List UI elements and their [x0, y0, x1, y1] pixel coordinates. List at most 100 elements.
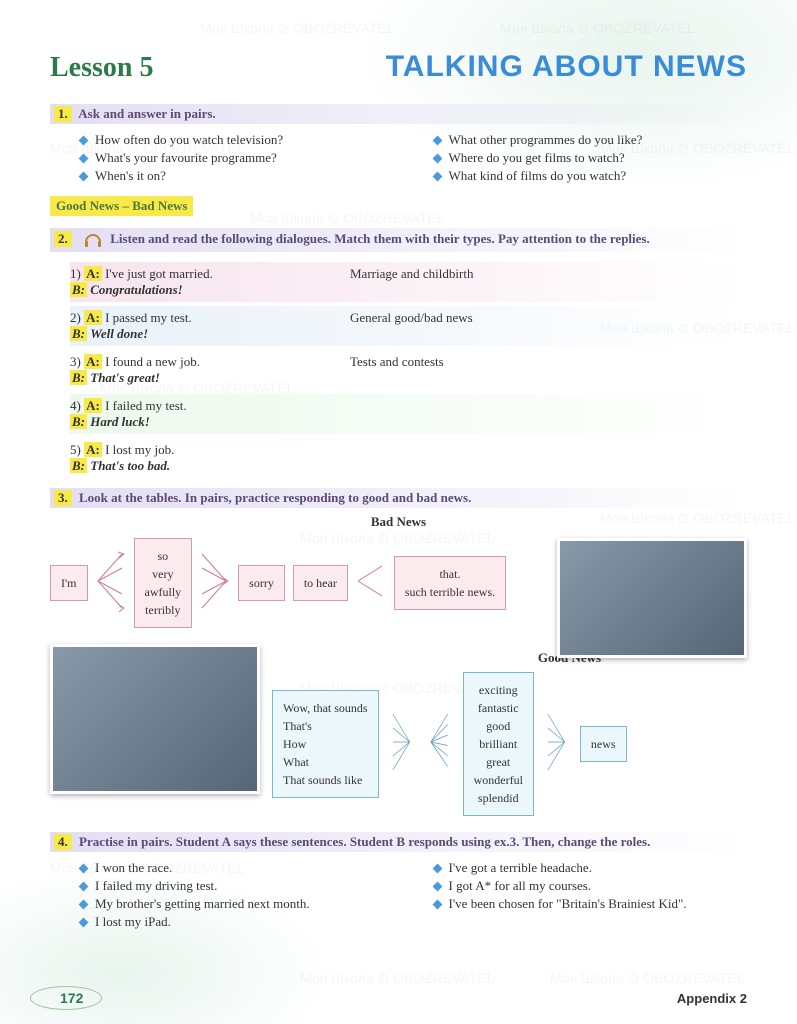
- dialogue-type: Tests and contests: [330, 354, 444, 386]
- headphones-icon: [83, 230, 103, 250]
- reply-text: Congratulations!: [90, 282, 183, 297]
- arrows-icon: [425, 707, 455, 781]
- good-news-boxes: Wow, that soundsThat'sHowWhatThat sounds…: [272, 672, 747, 816]
- flow-box: news: [580, 726, 627, 762]
- bullet-icon: [432, 136, 442, 146]
- dialogue-row: 3) A: I found a new job.B: That's great!…: [70, 350, 747, 390]
- bad-news-flow: I'm soveryawfullyterribly sorry to hear …: [50, 538, 747, 628]
- ex2-instruction-text: Listen and read the following dialogues.…: [110, 231, 650, 246]
- ex4-item: I won the race.: [95, 860, 172, 876]
- dialogue-line-b: B: That's great!: [70, 370, 330, 386]
- dialogue-line-a: 4) A: I failed my test.: [70, 398, 330, 414]
- ex4-instruction-text: Practise in pairs. Student A says these …: [79, 834, 650, 849]
- ex4-item: My brother's getting married next month.: [95, 896, 310, 912]
- bullet-icon: [432, 154, 442, 164]
- flow-box: sorry: [238, 565, 285, 601]
- ex2-dialogues: 1) A: I've just got married.B: Congratul…: [70, 262, 747, 478]
- list-item: I won the race.: [80, 860, 394, 876]
- flow-box-line: awfully: [145, 583, 182, 601]
- ex1-item: What's your favourite programme?: [95, 150, 277, 166]
- ex1-item: When's it on?: [95, 168, 166, 184]
- page-content: Lesson 5 TALKING ABOUT NEWS 1. Ask and a…: [0, 0, 797, 962]
- section-label: Good News – Bad News: [50, 196, 193, 216]
- dialogue-type: [330, 442, 350, 474]
- lesson-label: Lesson 5: [50, 52, 153, 84]
- ex3-instruction: 3. Look at the tables. In pairs, practic…: [50, 488, 747, 508]
- speaker-b-label: B:: [70, 370, 87, 385]
- ex4-item: I lost my iPad.: [95, 914, 171, 930]
- ex4-item: I've got a terrible headache.: [449, 860, 592, 876]
- ex1-columns: How often do you watch television? What'…: [80, 130, 747, 186]
- speaker-a-label: A:: [84, 266, 102, 281]
- bullet-icon: [79, 882, 89, 892]
- ex1-item: Where do you get films to watch?: [449, 150, 625, 166]
- flow-box: to hear: [293, 565, 348, 601]
- speaker-a-label: A:: [84, 398, 102, 413]
- good-news-flow: Good News Wow, that soundsThat'sHowWhatT…: [272, 644, 747, 816]
- watermark-text: Моя Школа ⊙ OBOZREVATEL: [300, 970, 495, 987]
- arrows-icon: [200, 546, 230, 620]
- bullet-icon: [79, 918, 89, 928]
- good-news-section: Good News Wow, that soundsThat'sHowWhatT…: [50, 644, 747, 816]
- speaker-b-label: B:: [70, 326, 87, 341]
- flow-box-line: wonderful: [474, 771, 523, 789]
- dialogue-row: 4) A: I failed my test.B: Hard luck!: [70, 394, 747, 434]
- dialogue-left: 1) A: I've just got married.B: Congratul…: [70, 266, 330, 298]
- list-item: I've got a terrible headache.: [434, 860, 748, 876]
- bad-news-title: Bad News: [50, 514, 747, 530]
- bullet-icon: [432, 882, 442, 892]
- flow-box-line: That sounds like: [283, 771, 368, 789]
- flow-box-line: so: [145, 547, 182, 565]
- photo-group: [557, 538, 747, 658]
- ex4-right-col: I've got a terrible headache. I got A* f…: [434, 858, 748, 932]
- dialogue-left: 5) A: I lost my job.B: That's too bad.: [70, 442, 330, 474]
- reply-text: Hard luck!: [90, 414, 150, 429]
- dialogue-line-b: B: Well done!: [70, 326, 330, 342]
- arrows-icon: [542, 707, 572, 781]
- ex2-number: 2.: [54, 231, 72, 247]
- ex3-instruction-text: Look at the tables. In pairs, practice r…: [79, 490, 471, 505]
- dialogue-line-b: B: Congratulations!: [70, 282, 330, 298]
- speaker-b-label: B:: [70, 282, 87, 297]
- page-title: TALKING ABOUT NEWS: [386, 50, 747, 84]
- dialogue-line-b: B: Hard luck!: [70, 414, 330, 430]
- bullet-icon: [432, 864, 442, 874]
- flow-box-line: Wow, that sounds: [283, 699, 368, 717]
- list-item: When's it on?: [80, 168, 394, 184]
- reply-text: Well done!: [90, 326, 148, 341]
- dialogue-line-b: B: That's too bad.: [70, 458, 330, 474]
- dialogue-left: 2) A: I passed my test.B: Well done!: [70, 310, 330, 342]
- dialogue-left: 4) A: I failed my test.B: Hard luck!: [70, 398, 330, 430]
- speaker-b-label: B:: [70, 458, 87, 473]
- flow-box-line: very: [145, 565, 182, 583]
- list-item: I got A* for all my courses.: [434, 878, 748, 894]
- ex1-right-col: What other programmes do you like? Where…: [434, 130, 748, 186]
- appendix-label: Appendix 2: [677, 991, 747, 1006]
- ex4-item: I failed my driving test.: [95, 878, 217, 894]
- watermark-text: Моя Школа ⊙ OBOZREVATEL: [550, 970, 745, 987]
- flow-box: I'm: [50, 565, 88, 601]
- flow-box: soveryawfullyterribly: [134, 538, 193, 628]
- bullet-icon: [432, 172, 442, 182]
- ex1-instruction: 1. Ask and answer in pairs.: [50, 104, 747, 124]
- dialogue-type: Marriage and childbirth: [330, 266, 473, 298]
- flow-box-line: terribly: [145, 601, 182, 619]
- list-item: My brother's getting married next month.: [80, 896, 394, 912]
- ex1-number: 1.: [54, 106, 72, 122]
- flow-box: that.such terrible news.: [394, 556, 506, 610]
- list-item: What's your favourite programme?: [80, 150, 394, 166]
- flow-box-line: good: [474, 717, 523, 735]
- dialogue-type: [330, 398, 350, 430]
- flow-box-line: How: [283, 735, 368, 753]
- ex1-item: How often do you watch television?: [95, 132, 283, 148]
- flow-box-line: That's: [283, 717, 368, 735]
- page-header: Lesson 5 TALKING ABOUT NEWS: [50, 50, 747, 84]
- dialogue-line-a: 5) A: I lost my job.: [70, 442, 330, 458]
- ex1-item: What other programmes do you like?: [449, 132, 643, 148]
- page-number: 172: [60, 990, 83, 1006]
- list-item: How often do you watch television?: [80, 132, 394, 148]
- ex4-item: I got A* for all my courses.: [449, 878, 592, 894]
- ex1-left-col: How often do you watch television? What'…: [80, 130, 394, 186]
- photo-kids: [50, 644, 260, 794]
- ex4-item: I've been chosen for "Britain's Brainies…: [449, 896, 687, 912]
